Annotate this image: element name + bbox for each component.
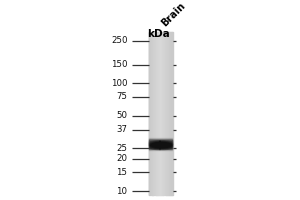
Text: 20: 20 — [116, 154, 128, 163]
Text: 25: 25 — [116, 144, 128, 153]
Text: 150: 150 — [111, 60, 128, 69]
Text: 10: 10 — [116, 187, 128, 196]
Text: 100: 100 — [111, 79, 128, 88]
Text: 75: 75 — [116, 92, 128, 101]
Text: 37: 37 — [116, 125, 128, 134]
Text: 15: 15 — [116, 168, 128, 177]
Text: 250: 250 — [111, 36, 128, 45]
Text: Brain: Brain — [159, 1, 187, 28]
Text: 50: 50 — [116, 111, 128, 120]
Text: kDa: kDa — [148, 29, 170, 39]
